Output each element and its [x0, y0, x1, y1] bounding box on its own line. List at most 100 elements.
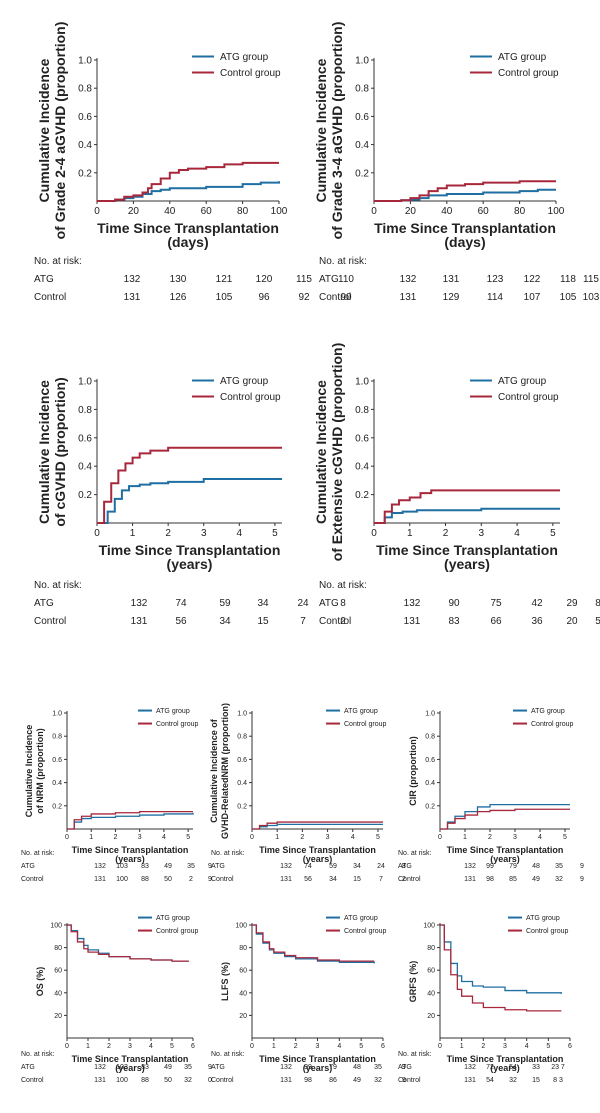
- legend-label: Control group: [220, 392, 281, 403]
- x-tick-label: 0: [438, 834, 442, 841]
- y-tick-label: 1.0: [355, 377, 369, 388]
- risk-cell: 88: [141, 876, 149, 883]
- y-tick-label: 60: [427, 968, 435, 975]
- risk-cell: 2: [402, 876, 406, 883]
- risk-cell: 15: [532, 1077, 540, 1084]
- chart-panel-7: 0 1 2 3 4 5 0.2 0.4 0.6 0.8 1.0 Time Since Transpla…: [408, 708, 574, 864]
- x-tick-label: 0: [250, 1043, 254, 1050]
- y-tick-label: 0.6: [78, 112, 92, 123]
- x-tick-label: 80: [514, 206, 526, 217]
- risk-cell: 9: [402, 1077, 406, 1084]
- y-tick-label: 20: [427, 1013, 435, 1020]
- x-tick-label: 2: [488, 834, 492, 841]
- x-axis-label: Time Since Transplantation: [447, 845, 564, 855]
- legend-label: ATG group: [344, 708, 378, 715]
- chart-panel-3: 0 1 2 3 4 5 0.2 0.4 0.6 0.8 1.0 Time Since Transpla…: [36, 376, 282, 572]
- risk-cell: 131: [94, 876, 106, 883]
- risk-row-label: ATG: [34, 598, 54, 609]
- risk-cell: 32: [555, 876, 563, 883]
- risk-cell: 90: [340, 292, 352, 303]
- series-line-atg: [252, 823, 383, 830]
- y-tick-label: 100: [50, 922, 62, 929]
- risk-cell: 115: [583, 274, 599, 285]
- y-tick-label: 0.6: [52, 757, 62, 764]
- y-tick-label: 100: [235, 922, 247, 929]
- y-axis-label: Cumulative Incidence: [36, 380, 52, 524]
- y-axis-label: Cumulative Incidence: [313, 380, 329, 524]
- x-tick-label: 40: [441, 206, 453, 217]
- x-tick-label: 3: [503, 1043, 507, 1050]
- x-tick-label: 2: [481, 1043, 485, 1050]
- y-axis-label: of Extensive cGVHD (proportion): [329, 343, 345, 562]
- risk-cell: 132: [464, 1064, 476, 1071]
- y-tick-label: 60: [54, 968, 62, 975]
- risk-cell: 72: [486, 1064, 494, 1071]
- x-axis-label: Time Since Transplantation: [376, 542, 558, 558]
- risk-cell: 56: [304, 876, 312, 883]
- risk-cell: 131: [399, 292, 417, 303]
- y-axis-label: GVHD-RelatedNRM (proportion): [220, 703, 230, 839]
- legend-label: ATG group: [531, 708, 565, 715]
- risk-table-header: No. at risk:: [21, 850, 55, 857]
- chart-panel-9: 0 1 2 3 4 5 6 20 40 60 80 100 Time Since Transplanta…: [220, 915, 387, 1073]
- x-tick-label: 1: [407, 528, 413, 539]
- x-tick-label: 1: [463, 834, 467, 841]
- risk-cell: 103: [582, 292, 600, 303]
- risk-cell: 23 7: [551, 1064, 565, 1071]
- y-tick-label: 0.2: [237, 803, 247, 810]
- y-tick-label: 0.2: [355, 490, 369, 501]
- x-axis-label: Time Since Transplantation: [447, 1054, 564, 1064]
- x-tick-label: 0: [94, 528, 100, 539]
- risk-cell: 36: [531, 616, 543, 627]
- risk-cell: 115: [296, 274, 312, 285]
- chart-panel-1: 0 20 40 60 80 100 0.2 0.4 0.6 0.8 1.0 Time Since Tr…: [36, 22, 288, 250]
- risk-row-label: ATG: [398, 1064, 412, 1071]
- risk-cell: 54: [509, 1064, 517, 1071]
- x-tick-label: 80: [237, 206, 249, 217]
- x-tick-label: 3: [326, 834, 330, 841]
- chart-panel-4: 0 1 2 3 4 5 0.2 0.4 0.6 0.8 1.0 Time Since Transpla…: [313, 343, 560, 572]
- risk-cell: 35: [187, 863, 195, 870]
- y-axis-label: CIR (proportion): [408, 736, 418, 805]
- risk-table-header: No. at risk:: [211, 1051, 245, 1058]
- y-tick-label: 0.8: [355, 405, 369, 416]
- risk-cell: 99: [486, 863, 494, 870]
- legend-label: ATG group: [344, 915, 378, 922]
- y-axis-label: LLFS (%): [220, 962, 230, 1001]
- risk-row-label: ATG: [21, 863, 35, 870]
- series-line-control: [374, 180, 556, 202]
- y-tick-label: 0.2: [52, 803, 62, 810]
- risk-cell: 100: [116, 876, 128, 883]
- x-tick-label: 100: [271, 206, 288, 217]
- y-tick-label: 0.6: [355, 112, 369, 123]
- x-tick-label: 5: [359, 1043, 363, 1050]
- x-tick-label: 6: [381, 1043, 385, 1050]
- x-tick-label: 2: [114, 834, 118, 841]
- y-tick-label: 0.2: [355, 168, 369, 179]
- risk-cell: 131: [464, 1077, 476, 1084]
- risk-cell: 59: [219, 598, 231, 609]
- legend-label: ATG group: [156, 915, 190, 922]
- risk-table-header: No. at risk:: [211, 850, 245, 857]
- x-tick-label: 20: [405, 206, 417, 217]
- x-tick-label: 0: [371, 206, 377, 217]
- risk-cell: 105: [215, 292, 233, 303]
- risk-cell: 107: [523, 292, 541, 303]
- x-axis-label: (years): [303, 1063, 333, 1073]
- y-tick-label: 80: [54, 945, 62, 952]
- x-tick-label: 0: [371, 528, 377, 539]
- series-line-atg: [374, 507, 560, 524]
- risk-cell: 132: [280, 1064, 292, 1071]
- y-tick-label: 40: [239, 990, 247, 997]
- x-tick-label: 5: [272, 528, 278, 539]
- x-tick-label: 0: [65, 1043, 69, 1050]
- risk-cell: 24: [297, 598, 309, 609]
- risk-cell: 9: [208, 1064, 212, 1071]
- y-tick-label: 100: [423, 922, 435, 929]
- risk-cell: 7: [379, 876, 383, 883]
- x-tick-label: 20: [128, 206, 140, 217]
- risk-cell: 56: [175, 616, 187, 627]
- series-line-control: [97, 446, 282, 524]
- risk-cell: 122: [523, 274, 541, 285]
- y-tick-label: 0.6: [355, 433, 369, 444]
